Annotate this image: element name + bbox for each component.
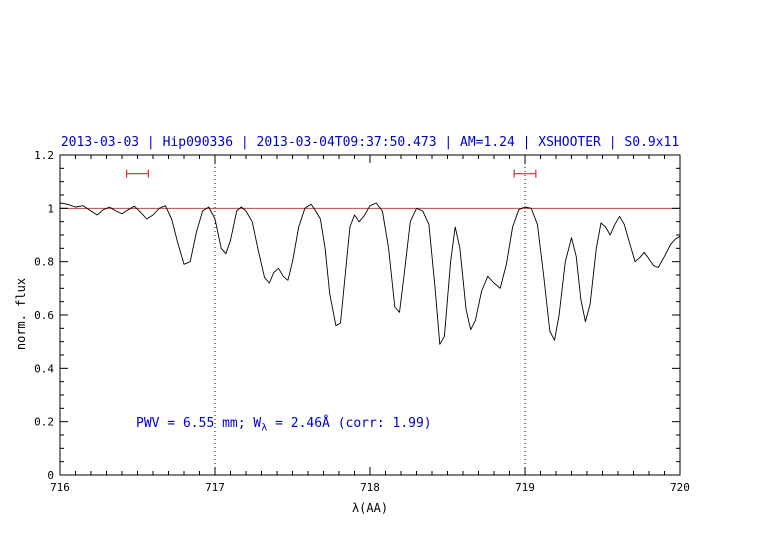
y-tick-label: 0.4 xyxy=(34,362,54,375)
x-tick-label: 717 xyxy=(205,481,225,494)
y-tick-label: 1 xyxy=(47,202,54,215)
y-tick-label: 0 xyxy=(47,469,54,482)
y-axis-label: norm. flux xyxy=(14,277,28,351)
x-tick-label: 720 xyxy=(670,481,690,494)
x-tick-label: 716 xyxy=(50,481,70,494)
pwv-annotation-sub: λ xyxy=(261,422,268,434)
y-tick-label: 1.2 xyxy=(34,149,54,162)
y-tick-label: 0.2 xyxy=(34,416,54,429)
pwv-annotation-prefix: PWV = 6.55 mm; W xyxy=(136,416,262,431)
y-tick-label: 0.6 xyxy=(34,309,54,322)
pwv-annotation-suffix: = 2.46Å (corr: 1.99) xyxy=(267,416,432,431)
pwv-annotation: PWV = 6.55 mm; Wλ = 2.46Å (corr: 1.99) xyxy=(136,416,432,434)
x-tick-label: 718 xyxy=(360,481,380,494)
x-axis-label: λ(AA) xyxy=(351,501,389,515)
x-tick-label: 719 xyxy=(515,481,535,494)
chart-title: 2013-03-03 | Hip090336 | 2013-03-04T09:3… xyxy=(60,135,680,150)
spectrum-line xyxy=(59,202,681,345)
y-tick-label: 0.8 xyxy=(34,256,54,269)
